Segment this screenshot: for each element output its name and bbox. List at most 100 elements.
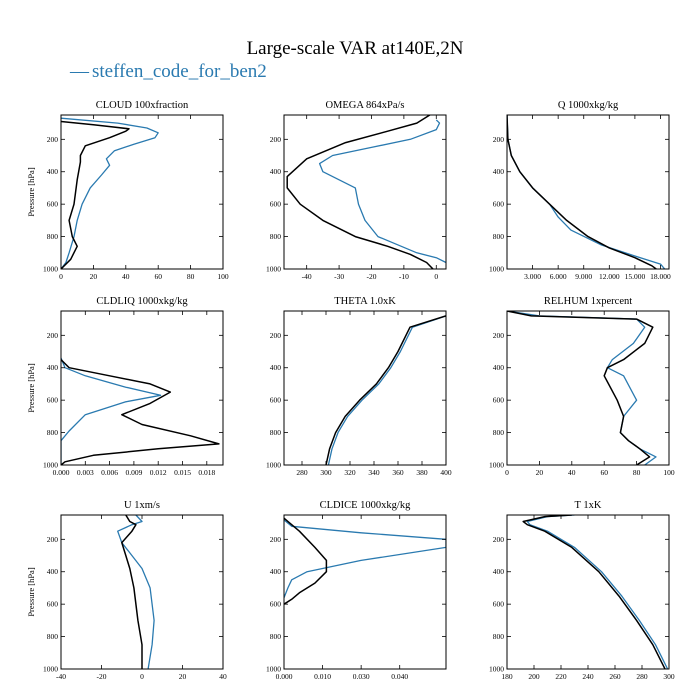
plot-frame (506, 114, 670, 270)
panel-3: Q 1000xkg/kg 3.000 6.000 9.000 12.000 15.000 1… (489, 100, 671, 281)
y-tick-label: 200 (493, 331, 505, 340)
legend-label: steffen_code_for_ben2 (92, 61, 267, 82)
x-tick-label: 0 (505, 468, 509, 477)
panel-title: RELHUM 1xpercent (544, 296, 632, 307)
panel-9: T 1xK 180 200 220 240 260 280 300 200 400 600 800 10… (489, 500, 675, 681)
x-tick-label: 0.000 (276, 672, 293, 681)
blue-series (507, 311, 657, 465)
y-tick-label: 400 (493, 167, 505, 176)
y-tick-label: 400 (493, 363, 505, 372)
x-tick-label: 0.010 (314, 672, 331, 681)
black-series (61, 359, 220, 465)
y-tick-label: 200 (493, 135, 505, 144)
panel-1: CLOUD 100xfraction Pressure [hPa] 0 20 40 60 8… (26, 100, 229, 281)
y-tick-label: 600 (493, 600, 505, 609)
panel-title: OMEGA 864xPa/s (325, 100, 404, 111)
x-tick-label: 320 (344, 468, 356, 477)
x-tick-label: -20 (366, 272, 376, 281)
y-tick-label: 800 (493, 428, 505, 437)
x-tick-label: 0 (434, 272, 438, 281)
y-tick-label: 600 (270, 600, 282, 609)
x-tick-label: 200 (528, 672, 540, 681)
x-tick-label: 40 (568, 468, 576, 477)
x-tick-label: 20 (179, 672, 187, 681)
panel-title: THETA 1.0xK (334, 296, 396, 307)
panel-8: CLDICE 1000xkg/kg 0.000 0.010 0.030 0.040 200… (266, 500, 447, 681)
panel-title: CLOUD 100xfraction (96, 100, 189, 111)
y-tick-label: 400 (47, 167, 59, 176)
y-tick-label: 1000 (489, 461, 504, 470)
plot-frame (506, 514, 670, 670)
black-series (507, 311, 654, 465)
x-tick-label: 15.000 (625, 272, 646, 281)
panel-title: Q 1000xkg/kg (558, 100, 619, 111)
y-tick-label: 1000 (266, 665, 281, 674)
panel-7: U 1xm/s Pressure [hPa] -40 -20 0 20 40 200 400 60… (26, 500, 227, 681)
y-axis-label: Pressure [hPa] (26, 363, 36, 413)
x-tick-label: -10 (399, 272, 409, 281)
panel-title: T 1xK (575, 500, 602, 511)
x-tick-label: 0.009 (125, 468, 142, 477)
black-series (121, 515, 143, 669)
y-tick-label: 800 (47, 632, 59, 641)
y-tick-label: 200 (47, 135, 59, 144)
y-tick-label: 800 (270, 632, 282, 641)
y-tick-label: 400 (47, 567, 59, 576)
x-tick-label: 9.000 (575, 272, 592, 281)
plot-frame (506, 310, 670, 466)
y-tick-label: 400 (270, 567, 282, 576)
y-tick-label: 600 (270, 200, 282, 209)
y-tick-label: 800 (270, 232, 282, 241)
x-tick-label: -40 (302, 272, 312, 281)
blue-series (61, 357, 162, 465)
y-tick-label: 1000 (43, 461, 58, 470)
panel-4: CLDLIQ 1000xkg/kg Pressure [hPa] 0.000 0.00… (26, 296, 224, 477)
x-tick-label: 380 (416, 468, 428, 477)
y-tick-label: 600 (47, 600, 59, 609)
y-axis-label: Pressure [hPa] (26, 567, 36, 617)
y-tick-label: 400 (47, 363, 59, 372)
x-tick-label: 60 (154, 272, 162, 281)
y-tick-label: 600 (47, 396, 59, 405)
y-tick-label: 600 (47, 200, 59, 209)
x-tick-label: 0 (140, 672, 144, 681)
y-tick-label: 200 (270, 135, 282, 144)
x-tick-label: 0.006 (101, 468, 118, 477)
black-series (284, 517, 328, 605)
x-tick-label: 18.000 (650, 272, 671, 281)
x-tick-label: 0.015 (174, 468, 191, 477)
panel-5: THETA 1.0xK 280 300 320 340 360 380 400 200 400 60… (266, 296, 452, 477)
x-tick-label: 0.003 (77, 468, 94, 477)
blue-series (117, 515, 155, 669)
y-tick-label: 400 (270, 167, 282, 176)
x-tick-label: -40 (56, 672, 66, 681)
x-tick-label: 80 (633, 468, 641, 477)
y-tick-label: 1000 (43, 665, 58, 674)
x-tick-label: 100 (663, 468, 675, 477)
y-tick-label: 1000 (266, 265, 281, 274)
y-tick-label: 800 (47, 428, 59, 437)
y-axis-label: Pressure [hPa] (26, 167, 36, 217)
x-tick-label: 3.000 (524, 272, 541, 281)
blue-series (507, 115, 666, 269)
blue-series (61, 117, 159, 269)
y-tick-label: 600 (493, 200, 505, 209)
x-tick-label: 400 (440, 468, 452, 477)
y-tick-label: 1000 (489, 665, 504, 674)
x-tick-label: 0.030 (353, 672, 370, 681)
blue-series (526, 515, 669, 669)
panel-6: RELHUM 1xpercent 0 20 40 60 80 100 200 400 600 800… (489, 296, 675, 477)
x-tick-label: 20 (536, 468, 544, 477)
legend-marker: — (69, 61, 90, 82)
y-tick-label: 200 (47, 331, 59, 340)
black-series (61, 120, 130, 269)
y-tick-label: 800 (493, 232, 505, 241)
panel-title: CLDICE 1000xkg/kg (320, 500, 411, 511)
figure-title: Large-scale VAR at140E,2N (247, 38, 464, 59)
y-tick-label: 600 (493, 396, 505, 405)
blue-series (318, 119, 446, 264)
y-tick-label: 400 (493, 567, 505, 576)
x-tick-label: 340 (368, 468, 380, 477)
x-tick-label: 0.040 (391, 672, 408, 681)
